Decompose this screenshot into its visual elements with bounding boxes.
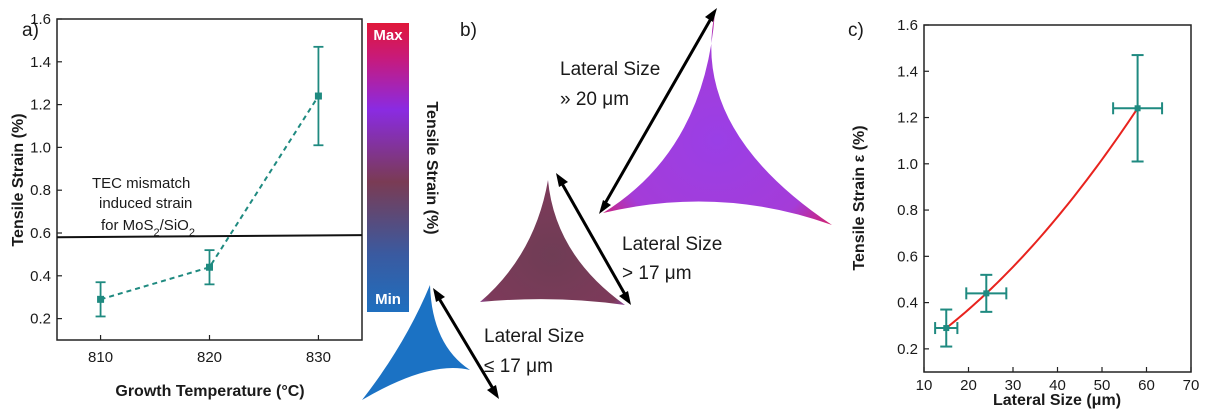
c-ytick-label: 0.4 xyxy=(897,295,918,312)
panel-b-label: b) xyxy=(460,20,477,41)
c-xtick-label: 10 xyxy=(916,377,933,394)
colorbar-min-label: Min xyxy=(375,291,401,308)
medium-flake-arrow xyxy=(558,179,629,299)
c-xtick-label: 70 xyxy=(1183,377,1200,394)
c-ytick-label: 0.8 xyxy=(897,202,918,219)
a-ytick-label: 0.4 xyxy=(30,268,51,285)
c-data-point xyxy=(943,325,950,332)
panel-c-data xyxy=(934,54,1164,348)
c-ytick-label: 0.6 xyxy=(897,248,918,265)
fit-curve xyxy=(945,107,1139,329)
panel-a-label: a) xyxy=(22,20,39,41)
small-flake-label-1: Lateral Size xyxy=(484,326,584,347)
a-ytick-label: 0.2 xyxy=(30,311,51,328)
a-ytick-label: 1.6 xyxy=(30,11,51,28)
c-ytick-label: 0.2 xyxy=(897,341,918,358)
panel-c-xlabel: Lateral Size (μm) xyxy=(993,392,1121,409)
c-xtick-label: 40 xyxy=(1049,377,1066,394)
a-ytick-label: 0.6 xyxy=(30,225,51,242)
c-ytick-label: 1.6 xyxy=(897,17,918,34)
small-flake-arrowhead-top xyxy=(433,288,445,302)
small-flake xyxy=(362,285,470,400)
panel-a-data xyxy=(95,45,324,318)
c-xtick-label: 50 xyxy=(1094,377,1111,394)
large-flake-label-2: » 20 μm xyxy=(560,89,629,110)
c-xtick-label: 20 xyxy=(960,377,977,394)
a-xtick-label: 830 xyxy=(306,349,331,366)
large-flake xyxy=(603,12,832,225)
tec-reference-line xyxy=(56,234,363,239)
panel-a-ylabel: Tensile Strain (%) xyxy=(10,113,27,246)
panel-c-label: c) xyxy=(848,20,864,41)
a-xtick-label: 810 xyxy=(88,349,113,366)
tec-note-line-2: induced strain xyxy=(99,195,192,212)
c-ytick-label: 1.4 xyxy=(897,63,918,80)
colorbar-max-label: Max xyxy=(373,27,403,44)
large-flake-label-1: Lateral Size xyxy=(560,59,660,80)
tec-reference: TEC mismatch induced strain for MoS2/SiO… xyxy=(56,175,363,239)
small-flake-arrow xyxy=(435,294,497,393)
panel-c-frame xyxy=(923,24,1192,373)
a-ytick-label: 1.0 xyxy=(30,139,51,156)
c-xtick-label: 30 xyxy=(1005,377,1022,394)
a-ytick-label: 0.8 xyxy=(30,182,51,199)
a-ytick-label: 1.4 xyxy=(30,54,51,71)
colorbar-title: Tensile Strain (%) xyxy=(423,101,440,234)
a-data-point xyxy=(314,92,322,100)
small-flake-arrowhead-bottom xyxy=(487,385,499,399)
medium-flake-arrowhead-bottom xyxy=(619,291,631,305)
a-ytick-label: 1.2 xyxy=(30,97,51,114)
medium-flake-label-1: Lateral Size xyxy=(622,234,722,255)
tec-note-line-3: for MoS2/SiO2 xyxy=(101,217,195,239)
medium-flake-arrowhead-top xyxy=(556,173,568,187)
a-data-point xyxy=(97,295,105,303)
large-flake-arrowhead-bottom xyxy=(599,200,611,214)
panel-c-ylabel: Tensile Strain ε (%) xyxy=(851,125,868,270)
c-ytick-label: 1.0 xyxy=(897,156,918,173)
large-flake-arrow xyxy=(601,14,715,208)
medium-flake xyxy=(480,180,625,305)
panel-c-ticks: 0.2 0.4 0.6 0.8 1.0 1.2 1.4 1.6 10 20 30 40 50 60 70 xyxy=(897,17,1199,394)
a-data-point xyxy=(206,263,213,271)
medium-flake-label-2: > 17 μm xyxy=(622,263,692,284)
c-ytick-label: 1.2 xyxy=(897,110,918,127)
a-xtick-label: 820 xyxy=(197,349,222,366)
small-flake-label-2: ≤ 17 μm xyxy=(484,356,553,377)
c-data-point xyxy=(983,290,990,297)
a-series-line xyxy=(100,95,320,301)
strain-colorbar xyxy=(367,23,409,312)
large-flake-arrowhead-top xyxy=(705,8,717,22)
tec-note-line-1: TEC mismatch xyxy=(92,175,190,192)
c-data-point xyxy=(1134,105,1141,112)
panel-a-xlabel: Growth Temperature (°C) xyxy=(115,383,304,400)
panel-a-ticks: 0.2 0.4 0.6 0.8 1.0 1.2 1.4 1.6 810 820 830 xyxy=(30,11,331,366)
c-xtick-label: 60 xyxy=(1138,377,1155,394)
